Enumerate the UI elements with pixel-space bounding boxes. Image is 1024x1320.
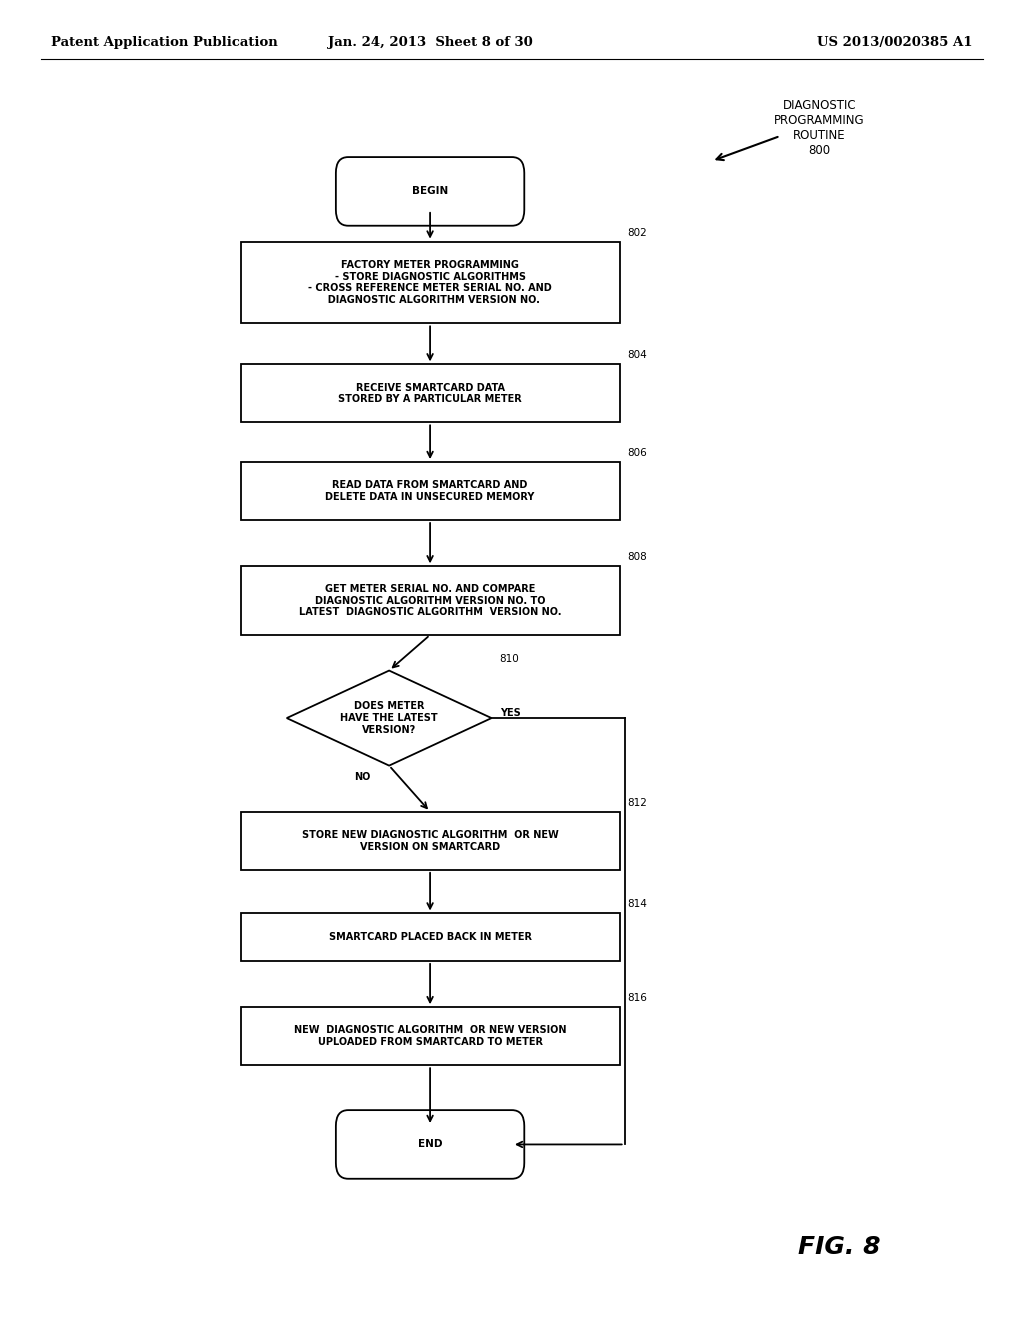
Bar bbox=[241, 462, 620, 520]
Text: US 2013/0020385 A1: US 2013/0020385 A1 bbox=[817, 36, 973, 49]
Text: END: END bbox=[418, 1139, 442, 1150]
Text: 816: 816 bbox=[628, 993, 647, 1003]
Bar bbox=[241, 242, 620, 323]
Bar bbox=[241, 812, 620, 870]
Polygon shape bbox=[287, 671, 492, 766]
Bar bbox=[241, 1007, 620, 1065]
Text: Patent Application Publication: Patent Application Publication bbox=[51, 36, 278, 49]
Text: 814: 814 bbox=[628, 899, 647, 909]
Text: 812: 812 bbox=[628, 797, 647, 808]
FancyBboxPatch shape bbox=[336, 1110, 524, 1179]
Text: GET METER SERIAL NO. AND COMPARE
DIAGNOSTIC ALGORITHM VERSION NO. TO
LATEST  DIA: GET METER SERIAL NO. AND COMPARE DIAGNOS… bbox=[299, 583, 561, 618]
Text: 810: 810 bbox=[500, 653, 519, 664]
Text: NEW  DIAGNOSTIC ALGORITHM  OR NEW VERSION
UPLOADED FROM SMARTCARD TO METER: NEW DIAGNOSTIC ALGORITHM OR NEW VERSION … bbox=[294, 1026, 566, 1047]
Bar bbox=[241, 364, 620, 422]
Text: READ DATA FROM SMARTCARD AND
DELETE DATA IN UNSECURED MEMORY: READ DATA FROM SMARTCARD AND DELETE DATA… bbox=[326, 480, 535, 502]
Text: 808: 808 bbox=[628, 552, 647, 562]
Text: 802: 802 bbox=[628, 227, 647, 238]
FancyBboxPatch shape bbox=[336, 157, 524, 226]
Text: NO: NO bbox=[354, 772, 371, 783]
Text: 804: 804 bbox=[628, 350, 647, 360]
Text: FIG. 8: FIG. 8 bbox=[799, 1236, 881, 1259]
Text: BEGIN: BEGIN bbox=[412, 186, 449, 197]
Text: STORE NEW DIAGNOSTIC ALGORITHM  OR NEW
VERSION ON SMARTCARD: STORE NEW DIAGNOSTIC ALGORITHM OR NEW VE… bbox=[302, 830, 558, 851]
Text: YES: YES bbox=[500, 708, 520, 718]
Text: SMARTCARD PLACED BACK IN METER: SMARTCARD PLACED BACK IN METER bbox=[329, 932, 531, 942]
Text: DIAGNOSTIC
PROGRAMMING
ROUTINE
800: DIAGNOSTIC PROGRAMMING ROUTINE 800 bbox=[774, 99, 864, 157]
Bar bbox=[241, 913, 620, 961]
Text: 806: 806 bbox=[628, 447, 647, 458]
Bar bbox=[241, 566, 620, 635]
Text: FACTORY METER PROGRAMMING
- STORE DIAGNOSTIC ALGORITHMS
- CROSS REFERENCE METER : FACTORY METER PROGRAMMING - STORE DIAGNO… bbox=[308, 260, 552, 305]
Text: DOES METER
HAVE THE LATEST
VERSION?: DOES METER HAVE THE LATEST VERSION? bbox=[340, 701, 438, 735]
Text: Jan. 24, 2013  Sheet 8 of 30: Jan. 24, 2013 Sheet 8 of 30 bbox=[328, 36, 532, 49]
Text: RECEIVE SMARTCARD DATA
STORED BY A PARTICULAR METER: RECEIVE SMARTCARD DATA STORED BY A PARTI… bbox=[338, 383, 522, 404]
